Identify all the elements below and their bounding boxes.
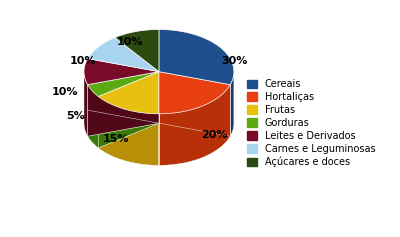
Polygon shape	[88, 59, 159, 123]
Polygon shape	[230, 72, 234, 136]
Polygon shape	[115, 29, 159, 72]
Polygon shape	[98, 72, 159, 148]
Polygon shape	[159, 29, 234, 85]
Legend: Cereais, Hortaliças, Frutas, Gorduras, Leites e Derivados, Carnes e Leguminosas,: Cereais, Hortaliças, Frutas, Gorduras, L…	[244, 75, 379, 171]
Text: 5%: 5%	[66, 111, 85, 121]
Polygon shape	[88, 72, 159, 136]
Polygon shape	[159, 72, 230, 114]
Polygon shape	[98, 72, 159, 114]
Polygon shape	[88, 72, 159, 96]
Text: 30%: 30%	[222, 56, 248, 66]
Polygon shape	[98, 72, 159, 148]
Polygon shape	[84, 59, 159, 85]
Polygon shape	[159, 85, 230, 165]
Text: 15%: 15%	[103, 134, 130, 144]
Text: 10%: 10%	[52, 87, 78, 97]
Polygon shape	[159, 72, 230, 136]
Text: 20%: 20%	[201, 130, 227, 140]
Polygon shape	[84, 72, 88, 136]
Polygon shape	[98, 96, 159, 165]
Polygon shape	[159, 72, 230, 136]
Text: 10%: 10%	[70, 56, 96, 66]
Polygon shape	[88, 85, 98, 148]
Text: 10%: 10%	[117, 37, 143, 47]
Polygon shape	[88, 37, 159, 72]
Polygon shape	[88, 72, 159, 136]
